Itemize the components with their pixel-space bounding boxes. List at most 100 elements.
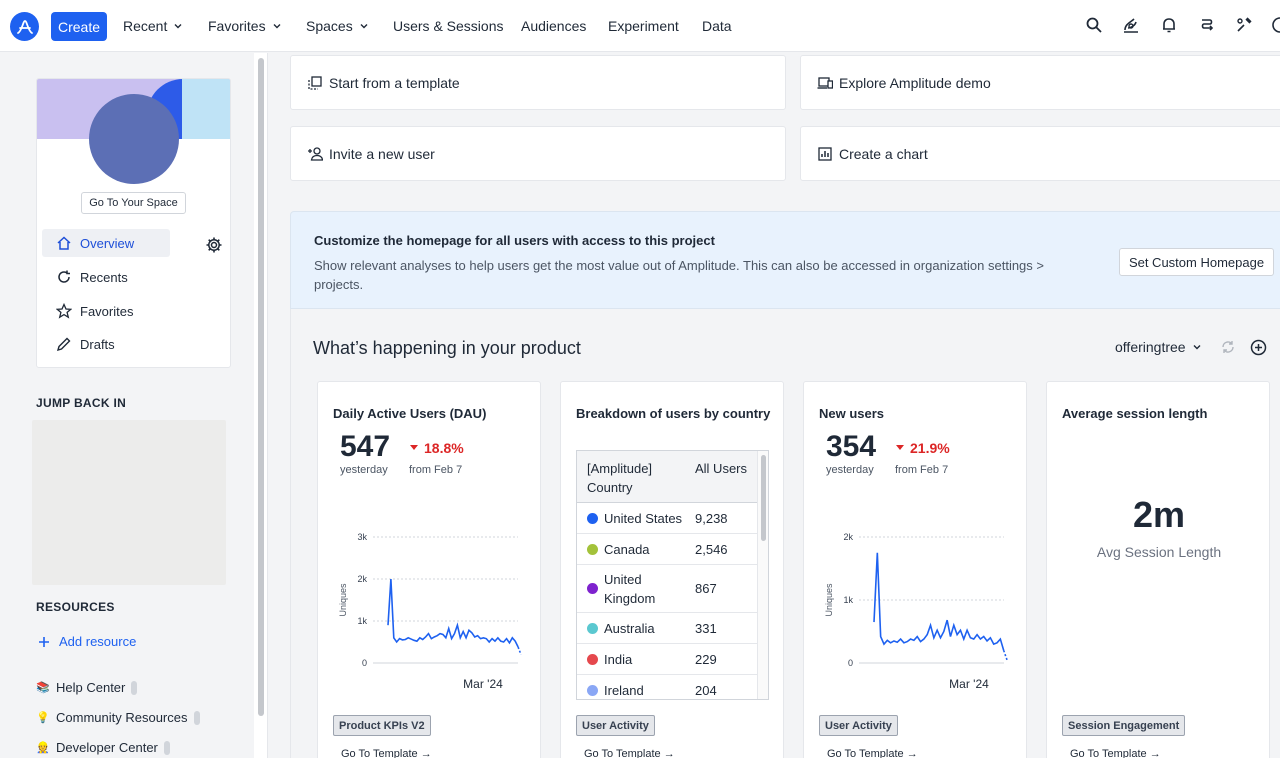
template-tag[interactable]: User Activity	[576, 715, 655, 736]
table-row[interactable]: United Kingdom 867	[577, 565, 768, 613]
table-body: United States 9,238 Canada 2,546 United King…	[577, 503, 768, 700]
country-name: Australia	[604, 620, 655, 636]
table-header: [Amplitude] Country All Users	[577, 451, 768, 503]
project-select[interactable]: offeringtree	[1115, 339, 1202, 355]
session-card[interactable]: Average session length 2m Avg Session Le…	[1046, 381, 1270, 758]
x-tick-label: Mar '24	[463, 677, 503, 691]
country-card[interactable]: Breakdown of users by country [Amplitude…	[560, 381, 784, 758]
template-icon	[308, 75, 322, 90]
y-tick-label: 0	[848, 658, 853, 668]
series-color-dot	[587, 583, 598, 594]
go-to-space-button[interactable]: Go To Your Space	[81, 192, 186, 214]
column-header-country[interactable]: [Amplitude] Country	[587, 461, 653, 495]
go-to-template-link[interactable]: Go To Template →	[827, 748, 918, 758]
nav-recent[interactable]: Recent	[123, 18, 183, 34]
go-to-template-link[interactable]: Go To Template →	[584, 748, 675, 758]
nav-users-sessions[interactable]: Users & Sessions	[393, 18, 504, 34]
metric-delta: 21.9%	[896, 440, 950, 456]
table-row[interactable]: Ireland 204	[577, 675, 768, 700]
card-title: Daily Active Users (DAU)	[333, 406, 487, 421]
metric-value: 547	[340, 430, 391, 463]
dau-line-chart: 0 1k 2k 3k Uniques Mar '24	[338, 532, 522, 691]
nav-data[interactable]: Data	[702, 18, 732, 34]
nav-audiences[interactable]: Audiences	[521, 18, 587, 34]
sidebar-item-favorites[interactable]: Favorites	[42, 297, 170, 325]
sidebar-scrollbar[interactable]	[258, 58, 264, 716]
go-to-template-link[interactable]: Go To Template →	[1070, 748, 1161, 758]
go-to-template-link[interactable]: Go To Template →	[341, 748, 432, 758]
bell-icon[interactable]	[1160, 16, 1178, 34]
y-axis-label: Uniques	[824, 583, 834, 617]
resource-community[interactable]: 💡 Community Resources	[36, 710, 200, 725]
table-row[interactable]: United States 9,238	[577, 503, 768, 534]
developer-icon: 👷	[36, 742, 50, 754]
resources-title: RESOURCES	[36, 600, 115, 614]
pencil-icon	[56, 337, 71, 352]
recents-icon	[58, 270, 70, 283]
chevron-down-icon	[1193, 345, 1201, 350]
add-resource-link[interactable]: Add resource	[38, 634, 136, 649]
country-name: India	[604, 651, 633, 667]
y-axis-label: Uniques	[338, 583, 348, 617]
sidebar-item-drafts[interactable]: Drafts	[42, 330, 170, 358]
y-tick-label: 2k	[357, 574, 367, 584]
help-icon[interactable]	[1271, 16, 1280, 34]
resource-developer-center[interactable]: 👷 Developer Center	[36, 740, 170, 755]
series-line	[387, 578, 519, 648]
series-line	[873, 552, 1005, 651]
chevron-down-icon	[360, 24, 368, 29]
table-row[interactable]: India 229	[577, 644, 768, 675]
tools-icon[interactable]	[1235, 16, 1253, 34]
series-line-incomplete	[1002, 650, 1008, 661]
users-cell: 204	[695, 682, 717, 698]
plus-icon	[39, 636, 49, 647]
resource-help-center[interactable]: 📚 Help Center	[36, 680, 138, 695]
book-icon: 📚	[36, 682, 50, 694]
jump-back-placeholder	[32, 420, 226, 585]
table-scrollbar[interactable]	[757, 451, 768, 699]
amplitude-logo-icon[interactable]	[10, 12, 39, 41]
create-chart-card[interactable]: Create a chart	[800, 126, 1280, 181]
country-cell: United Kingdom	[577, 570, 695, 608]
sidebar-item-overview[interactable]: Overview	[42, 229, 170, 257]
column-header-users[interactable]: All Users	[695, 461, 748, 476]
table-row[interactable]: Canada 2,546	[577, 534, 768, 565]
explore-demo-card[interactable]: Explore Amplitude demo	[800, 55, 1280, 110]
nav-experiment[interactable]: Experiment	[608, 18, 679, 34]
country-name: Canada	[604, 541, 650, 557]
customize-description: Show relevant analyses to help users get…	[314, 258, 1044, 292]
series-color-dot	[587, 512, 598, 524]
section-title: What’s happening in your product	[313, 338, 581, 358]
start-template-card[interactable]: Start from a template	[290, 55, 786, 110]
template-tag[interactable]: Session Engagement	[1062, 715, 1186, 736]
invite-user-card[interactable]: Invite a new user	[290, 126, 786, 181]
nav-spaces[interactable]: Spaces	[306, 18, 369, 34]
space-card: Go To Your Space Overview Recents Favori…	[36, 78, 231, 368]
add-circle-icon[interactable]	[1250, 339, 1267, 356]
nav-favorites[interactable]: Favorites	[208, 18, 282, 34]
template-tag[interactable]: User Activity	[819, 715, 898, 736]
customize-title: Customize the homepage for all users wit…	[314, 233, 715, 248]
country-cell: Ireland	[577, 681, 695, 700]
sidebar-item-recents[interactable]: Recents	[42, 263, 170, 291]
country-cell: Canada	[577, 540, 695, 559]
search-icon[interactable]	[1085, 16, 1103, 34]
gear-icon[interactable]	[205, 236, 223, 254]
template-tag[interactable]: Product KPIs V2	[333, 715, 431, 736]
country-cell: United States	[577, 509, 695, 528]
new-users-card[interactable]: New users 354 yesterday 21.9% from Feb 7…	[803, 381, 1027, 758]
customize-banner: Customize the homepage for all users wit…	[290, 211, 1280, 309]
refresh-icon[interactable]	[1220, 339, 1236, 355]
dau-card[interactable]: Daily Active Users (DAU) 547 yesterday 1…	[317, 381, 541, 758]
card-title: Average session length	[1062, 406, 1208, 421]
metric-subtitle: yesterday	[826, 464, 874, 476]
delta-subtitle: from Feb 7	[895, 464, 949, 476]
table-scrollbar-thumb[interactable]	[761, 455, 766, 541]
resource-badge	[163, 740, 170, 755]
set-custom-homepage-button[interactable]: Set Custom Homepage	[1119, 248, 1274, 276]
table-row[interactable]: Australia 331	[577, 613, 768, 644]
country-name: United Kingdom	[604, 571, 656, 606]
create-button[interactable]: Create	[51, 12, 107, 41]
workflow-icon[interactable]	[1198, 16, 1216, 34]
assistant-icon[interactable]	[1122, 16, 1140, 34]
